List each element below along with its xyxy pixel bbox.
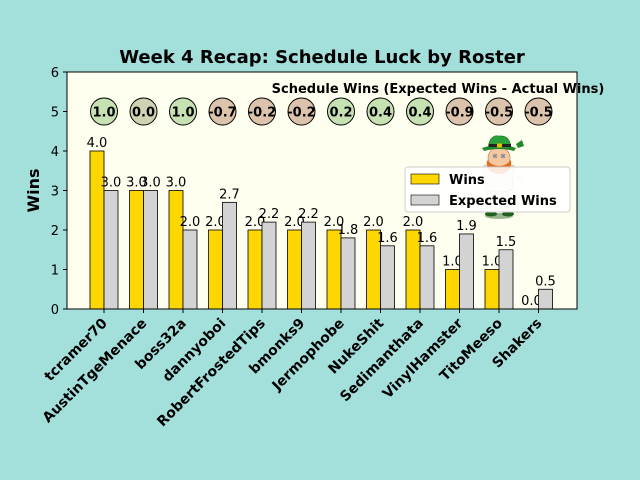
bar-value-label: 1.6 — [417, 231, 438, 246]
schedule-luck-value: -0.5 — [485, 106, 513, 121]
bar-expected-wins — [261, 221, 277, 310]
schedule-luck-title: Schedule Wins (Expected Wins - Actual Wi… — [272, 82, 605, 97]
bar-value-label: 2.0 — [284, 215, 305, 230]
bar-value-label: 2.0 — [205, 215, 226, 230]
schedule-luck-value: 1.0 — [92, 106, 115, 121]
bar-value-label: 3.0 — [166, 176, 187, 191]
bar-value-label: 2.0 — [245, 215, 266, 230]
schedule-luck-circle — [445, 97, 474, 126]
bar-value-label: 1.0 — [482, 255, 503, 270]
bar-value-label: 3.0 — [126, 176, 147, 191]
bar-expected-wins — [498, 249, 514, 310]
y-tick-label: 2 — [51, 224, 59, 239]
bar-wins — [168, 190, 184, 310]
bar-value-label: 2.0 — [324, 215, 345, 230]
bar-value-label: 1.9 — [456, 219, 477, 234]
schedule-luck-value: -0.5 — [524, 106, 552, 121]
bar-wins — [208, 229, 223, 310]
y-tick-label: 1 — [51, 264, 59, 279]
bar-value-label: 3.0 — [101, 176, 122, 191]
bar-wins — [445, 269, 460, 310]
bar-value-label: 1.5 — [496, 235, 517, 250]
schedule-luck-circle — [129, 97, 158, 126]
bar-value-label: 1.8 — [338, 223, 359, 238]
bar-wins — [129, 190, 144, 310]
bar-wins — [484, 269, 500, 310]
legend-box — [404, 166, 571, 213]
bar-value-label: 2.0 — [180, 215, 201, 230]
schedule-luck-circle — [248, 97, 276, 126]
bar-wins — [287, 229, 302, 310]
schedule-luck-circle — [287, 97, 316, 126]
bar-expected-wins — [419, 245, 435, 310]
bar-expected-wins — [459, 233, 474, 310]
legend-swatch-expected-wins — [410, 194, 440, 206]
schedule-luck-value: -0.2 — [287, 106, 315, 121]
bar-value-label: 3.0 — [140, 176, 161, 191]
bar-expected-wins — [538, 288, 553, 310]
bar-value-label: 2.7 — [219, 187, 240, 202]
schedule-luck-value: -0.9 — [445, 106, 473, 121]
schedule-luck-circle — [90, 97, 118, 126]
bar-value-label: 4.0 — [87, 136, 108, 151]
schedule-luck-circle — [524, 97, 553, 126]
bar-value-label: 0.0 — [521, 294, 542, 309]
bar-expected-wins — [380, 245, 395, 310]
schedule-luck-circle — [406, 97, 434, 126]
y-tick-label: 6 — [51, 66, 59, 81]
bar-expected-wins — [340, 237, 356, 310]
bar-expected-wins — [301, 221, 316, 310]
schedule-luck-circle — [327, 97, 355, 126]
schedule-luck-value: 0.4 — [408, 106, 431, 121]
schedule-luck-value: 0.2 — [329, 106, 352, 121]
schedule-luck-value: 1.0 — [171, 106, 194, 121]
schedule-luck-circle — [366, 97, 395, 126]
bar-value-label: 1.6 — [377, 231, 398, 246]
bar-expected-wins — [103, 190, 119, 310]
bar-value-label: 1.0 — [442, 255, 463, 270]
bar-wins — [326, 229, 342, 310]
bar-value-label: 2.2 — [298, 207, 319, 222]
chart-title: Week 4 Recap: Schedule Luck by Roster — [119, 47, 525, 68]
schedule-luck-value: 0.0 — [132, 106, 155, 121]
schedule-luck-circle — [169, 97, 197, 126]
bar-expected-wins — [222, 201, 237, 310]
y-axis-label: Wins — [24, 168, 43, 212]
bar-expected-wins — [182, 229, 198, 310]
bar-expected-wins — [143, 190, 158, 310]
bar-value-label: 0.5 — [535, 274, 556, 289]
schedule-luck-value: 0.4 — [369, 106, 392, 121]
bar-value-label: 2.0 — [403, 215, 424, 230]
bar-wins — [247, 229, 263, 310]
y-tick-label: 0 — [51, 303, 59, 318]
schedule-luck-circle — [208, 97, 237, 126]
y-tick-label: 5 — [51, 106, 59, 121]
schedule-luck-value: -0.7 — [208, 106, 236, 121]
legend-label-wins: Wins — [449, 173, 485, 188]
legend-label-expected-wins: Expected Wins — [449, 194, 557, 209]
bar-value-label: 2.0 — [363, 215, 384, 230]
schedule-luck-circle — [485, 97, 513, 126]
schedule-luck-layer: Schedule Wins (Expected Wins - Actual Wi… — [90, 82, 605, 126]
bar-value-label: 2.2 — [259, 207, 280, 222]
legend-swatch-wins — [410, 173, 440, 185]
y-tick-label: 4 — [51, 145, 59, 160]
y-tick-label: 3 — [51, 185, 59, 200]
legend: Wins Expected Wins — [404, 166, 571, 213]
schedule-luck-value: -0.2 — [248, 106, 276, 121]
